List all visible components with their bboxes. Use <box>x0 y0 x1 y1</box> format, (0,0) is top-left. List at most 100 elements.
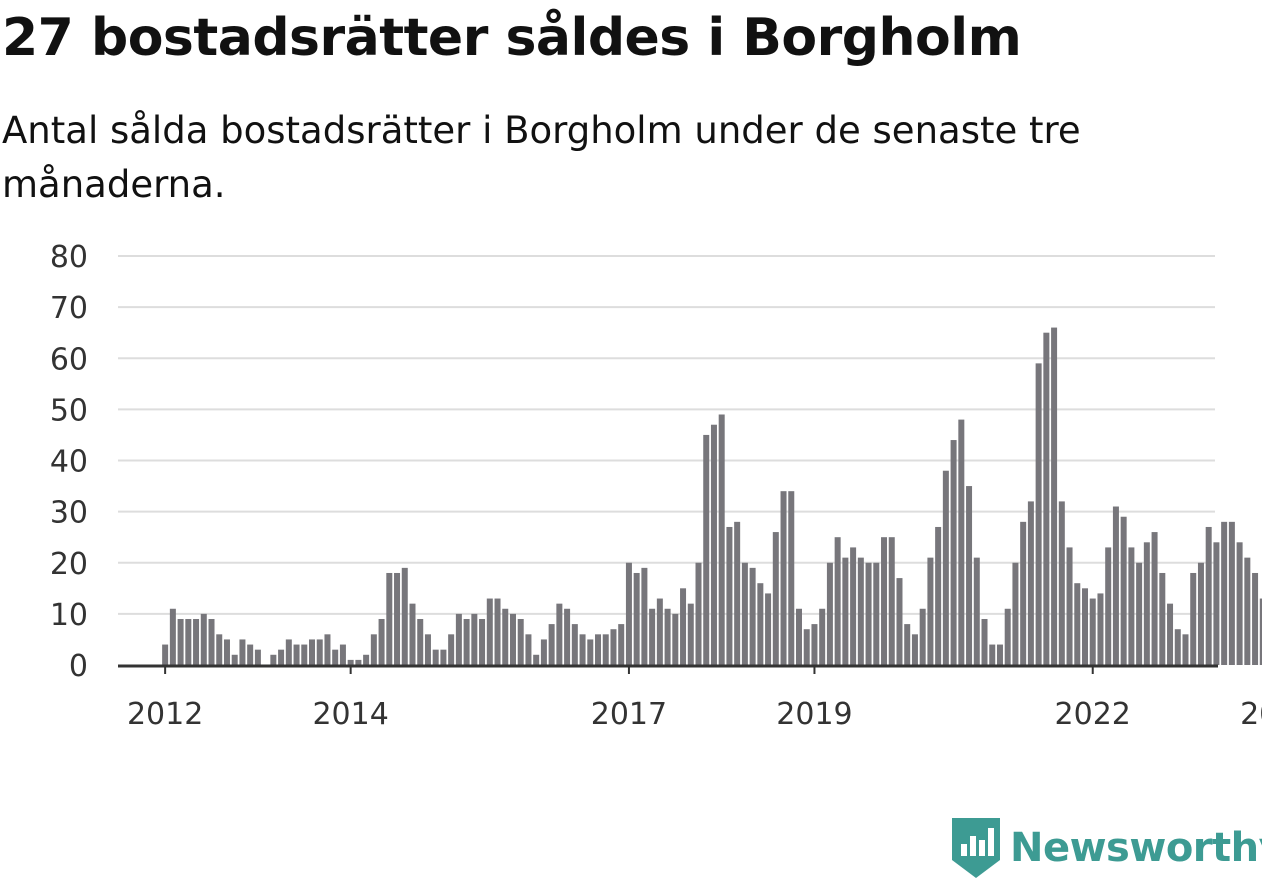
bar <box>200 613 207 665</box>
bar <box>533 654 540 665</box>
chart-title: 27 bostadsrätter såldes i Borgholm <box>2 8 1022 68</box>
x-tick-label: 2014 <box>312 697 388 732</box>
bar <box>1252 572 1259 665</box>
bar <box>363 654 370 665</box>
bar <box>579 634 586 665</box>
bar <box>525 634 532 665</box>
bar <box>610 629 617 665</box>
bar <box>664 608 671 665</box>
bar <box>834 537 841 665</box>
bar <box>1105 547 1112 665</box>
y-tick-label: 50 <box>50 393 88 428</box>
bar <box>734 521 741 665</box>
y-tick-label: 20 <box>50 547 88 582</box>
x-tick-label: 2022 <box>1055 697 1131 732</box>
bar <box>540 639 547 665</box>
bar <box>1213 542 1220 665</box>
bar <box>919 608 926 665</box>
bar <box>1058 501 1065 665</box>
bar <box>958 419 965 665</box>
bar <box>710 424 717 665</box>
bar <box>641 567 648 665</box>
bar <box>672 613 679 665</box>
bar <box>741 562 748 665</box>
bar <box>1066 547 1073 665</box>
bar <box>1051 327 1058 665</box>
bar <box>301 644 308 665</box>
bar <box>1197 562 1204 665</box>
bar <box>169 608 176 665</box>
bar <box>680 588 687 665</box>
bar <box>432 649 439 665</box>
bar <box>602 634 609 665</box>
bar <box>996 644 1003 665</box>
bar <box>1143 542 1150 665</box>
bar <box>1259 598 1262 665</box>
bar <box>440 649 447 665</box>
y-tick-label: 30 <box>50 496 88 531</box>
bar <box>1035 363 1042 665</box>
y-axis-labels: 0 10 20 30 40 50 60 70 80 <box>50 240 88 684</box>
bar <box>656 598 663 665</box>
bar <box>1120 516 1127 665</box>
bar <box>278 649 285 665</box>
bar <box>463 618 470 665</box>
bar <box>1082 588 1089 665</box>
bar <box>695 562 702 665</box>
newsworthy-logo-icon <box>952 818 1000 878</box>
bar <box>309 639 316 665</box>
x-axis: 2012 2014 2017 2019 2022 2024 <box>118 664 1262 732</box>
bar <box>625 562 632 665</box>
x-tick-label: 2024 <box>1240 697 1262 732</box>
bar <box>850 547 857 665</box>
bar <box>556 603 563 665</box>
bar <box>162 644 169 665</box>
bar <box>193 618 200 665</box>
bar <box>332 649 339 665</box>
bar <box>239 639 246 665</box>
bar <box>873 562 880 665</box>
bar <box>1244 557 1251 665</box>
y-tick-label: 80 <box>50 240 88 275</box>
bar <box>989 644 996 665</box>
bar <box>587 639 594 665</box>
bar <box>1089 598 1096 665</box>
bar <box>185 618 192 665</box>
bar <box>1236 542 1243 665</box>
bar <box>595 634 602 665</box>
bar <box>935 526 942 665</box>
bar <box>865 562 872 665</box>
bar <box>857 557 864 665</box>
bar <box>316 639 323 665</box>
bar <box>1012 562 1019 665</box>
bar <box>401 567 408 665</box>
y-tick-label: 60 <box>50 342 88 377</box>
bar <box>911 634 918 665</box>
bar <box>826 562 833 665</box>
bar <box>270 654 277 665</box>
bar <box>1174 629 1181 665</box>
bar <box>966 486 973 665</box>
bar <box>749 567 756 665</box>
bar <box>904 624 911 665</box>
bar <box>618 624 625 665</box>
bar <box>502 608 509 665</box>
y-tick-label: 0 <box>69 649 88 684</box>
bar <box>1228 521 1235 665</box>
bar <box>424 634 431 665</box>
bar <box>1182 634 1189 665</box>
newsworthy-brand: Newsworthy <box>952 818 1262 878</box>
bar <box>293 644 300 665</box>
bar <box>208 618 215 665</box>
bar <box>1221 521 1228 665</box>
bar <box>687 603 694 665</box>
bar <box>347 659 354 665</box>
bar <box>378 618 385 665</box>
x-tick-label: 2017 <box>591 697 667 732</box>
bar <box>973 557 980 665</box>
bar <box>1004 608 1011 665</box>
y-tick-label: 40 <box>50 445 88 480</box>
bar <box>950 440 957 665</box>
bar <box>455 613 462 665</box>
